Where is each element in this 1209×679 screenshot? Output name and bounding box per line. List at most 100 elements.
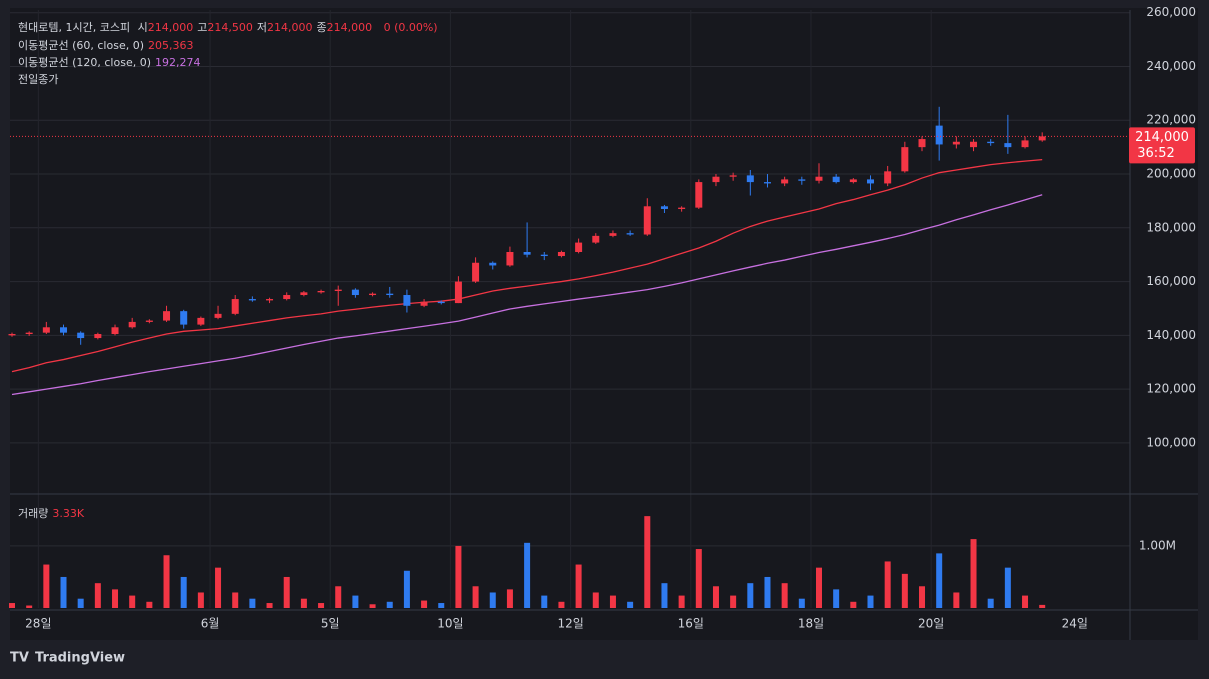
candle-body: [180, 311, 188, 325]
candle-body: [1038, 136, 1046, 141]
x-tick-label: 10일: [437, 617, 463, 631]
candle-body: [248, 299, 256, 301]
volume-bar: [695, 549, 702, 608]
volume-bar: [403, 570, 410, 608]
chart-background: [10, 8, 1198, 640]
candle-body: [8, 334, 16, 336]
candle-body: [454, 281, 462, 304]
x-tick-label: 24일: [1062, 617, 1088, 631]
volume-bar: [764, 576, 771, 608]
volume-bar: [94, 583, 101, 608]
ohlc-legend: 현대로템, 1시간, 코스피 시214,000 고214,500 저214,000 종…: [18, 19, 442, 35]
volume-bar: [112, 589, 119, 608]
change: 0 (0.00%): [383, 21, 438, 34]
candle-body: [678, 207, 686, 209]
candle-body: [1021, 140, 1029, 148]
candle-body: [952, 141, 960, 145]
y-tick-label: 260,000: [1146, 5, 1196, 19]
volume-bar: [60, 576, 67, 608]
volume-bar: [352, 595, 359, 608]
volume-bar: [867, 595, 874, 608]
candle-body: [781, 179, 789, 184]
candle-body: [987, 141, 995, 144]
candle-body: [60, 327, 68, 333]
candle-body: [351, 289, 359, 296]
candle-body: [77, 332, 85, 339]
x-tick-label: 18일: [798, 617, 824, 631]
ma-legend: 이동평균선 (60, close, 0) 205,363: [18, 37, 198, 53]
x-tick-label: 12일: [557, 617, 583, 631]
volume-bar: [266, 603, 273, 608]
prev-close-legend: 전일종가: [18, 73, 59, 86]
ohlc-name: 시: [137, 21, 148, 34]
candle-body: [25, 332, 33, 335]
candle-body: [489, 262, 497, 266]
candle-body: [386, 293, 394, 296]
volume-bar: [26, 605, 33, 608]
volume-bar: [833, 589, 840, 608]
candle-body: [214, 313, 222, 318]
candle-body: [609, 233, 617, 236]
volume-bar: [730, 595, 737, 608]
candle-body: [557, 252, 565, 257]
ohlc-value: 214,000: [147, 21, 194, 34]
volume-bar: [609, 595, 616, 608]
candle-body: [283, 295, 291, 300]
candle-body: [867, 179, 874, 184]
volume-value: 3.33K: [52, 507, 85, 520]
y-tick-label: 200,000: [1146, 167, 1196, 181]
candle-body: [334, 289, 342, 291]
volume-tick-label: 1.00M: [1139, 538, 1176, 552]
volume-bar: [901, 573, 908, 608]
candle-body: [420, 301, 428, 306]
volume-bar: [77, 598, 84, 608]
volume-bar: [850, 601, 857, 608]
volume-bar: [884, 561, 891, 608]
candle-body: [94, 334, 102, 339]
candle-body: [815, 176, 823, 181]
ma-value: 192,274: [155, 56, 201, 69]
volume-bar: [747, 583, 754, 608]
y-tick-label: 100,000: [1146, 435, 1196, 449]
ma-value: 205,363: [148, 39, 194, 52]
y-tick-label: 240,000: [1146, 59, 1196, 73]
candle-body: [1004, 143, 1012, 148]
candle-body: [111, 327, 119, 335]
candle-body: [832, 176, 840, 183]
brand-logo: TV: [10, 651, 29, 666]
ohlc-values: 시214,000 고214,500 저214,000 종214,000: [138, 21, 377, 34]
volume-bar: [919, 586, 926, 608]
ohlc-value: 214,000: [326, 21, 373, 34]
candle-body: [317, 290, 325, 293]
volume-bar: [953, 592, 960, 608]
volume-bar: [661, 583, 668, 608]
x-tick-label: 16일: [678, 617, 704, 631]
candle-body: [901, 147, 909, 172]
volume-bar: [970, 539, 977, 608]
candle-body: [472, 262, 480, 282]
volume-bar: [215, 567, 222, 608]
volume-bar: [369, 604, 376, 608]
volume-bar: [1004, 567, 1011, 608]
candle-body: [163, 311, 171, 321]
volume-bar: [987, 598, 994, 608]
volume-bar: [815, 567, 822, 608]
volume-bar: [335, 586, 342, 608]
volume-bar: [146, 601, 153, 608]
volume-bar: [163, 555, 170, 608]
volume-bar: [300, 598, 307, 608]
volume-bar: [592, 592, 599, 608]
countdown: 36:52: [1137, 146, 1174, 161]
candle-body: [592, 235, 600, 243]
x-tick-label: 6월: [201, 617, 220, 631]
volume-bar: [1022, 595, 1029, 608]
candle-body: [437, 301, 445, 304]
volume-bar: [197, 592, 204, 608]
candle-body: [712, 176, 720, 183]
volume-bar: [472, 586, 479, 608]
volume-bar: [9, 603, 15, 608]
candle-body: [42, 327, 50, 333]
candle-body: [643, 206, 651, 235]
volume-bar: [627, 601, 634, 608]
